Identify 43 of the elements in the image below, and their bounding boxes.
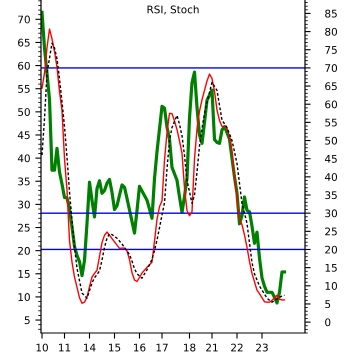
y2-tick-label: 15 — [326, 264, 337, 272]
y-tick-label: 30 — [18, 200, 30, 208]
y2-tick-label: 35 — [325, 191, 337, 200]
y-tick-label: 60 — [18, 62, 30, 70]
y2-tick-label: 30 — [325, 209, 338, 218]
x-tick-label: 16 — [134, 344, 146, 352]
y-tick-label: 5 — [24, 316, 30, 324]
y-tick-label: 45 — [18, 131, 30, 140]
x-tick-label: 23 — [256, 344, 268, 352]
y2-tick-label: 80 — [325, 28, 338, 36]
y2-tick-label: 75 — [325, 46, 337, 54]
y-tick-label: 10 — [18, 293, 30, 302]
x-tick-label: 11 — [59, 344, 70, 352]
y2-tick-label: 20 — [325, 246, 338, 254]
y-tick-label: 20 — [18, 246, 30, 255]
y-tick-label: 70 — [18, 16, 30, 24]
y-tick-label: 35 — [18, 177, 30, 186]
x-tick-label: 22 — [231, 344, 243, 352]
y2-tick-label: 0 — [325, 318, 330, 326]
y2-tick-label: 65 — [325, 82, 337, 90]
y2-tick-label: 10 — [326, 282, 338, 290]
y2-tick-label: 85 — [325, 10, 337, 18]
y2-tick-label: 5 — [325, 300, 330, 308]
y2-tick-label: 45 — [324, 155, 337, 163]
x-tick-label: 14 — [84, 344, 96, 352]
y-tick-label: 55 — [18, 85, 30, 93]
x-tick-label: 18 — [184, 344, 196, 352]
y-tick-label: 50 — [18, 108, 30, 116]
x-tick-label: 10 — [36, 344, 48, 352]
x-tick-label: 21 — [206, 344, 218, 352]
y2-tick-label: 60 — [325, 100, 338, 108]
x-tick-label: 17 — [156, 344, 168, 352]
y2-tick-label: 55 — [325, 118, 337, 126]
y-tick-label: 15 — [18, 270, 30, 278]
x-tick-label: 15 — [109, 344, 120, 352]
chart-title: RSI, Stoch — [148, 5, 199, 14]
y-tick-label: 40 — [18, 154, 30, 162]
y2-tick-label: 40 — [324, 173, 338, 181]
y2-tick-label: 50 — [325, 136, 338, 145]
y-tick-label: 65 — [18, 38, 30, 47]
y2-tick-label: 25 — [325, 228, 337, 236]
y2-tick-label: 70 — [325, 64, 338, 72]
y-tick-label: 25 — [18, 224, 30, 232]
